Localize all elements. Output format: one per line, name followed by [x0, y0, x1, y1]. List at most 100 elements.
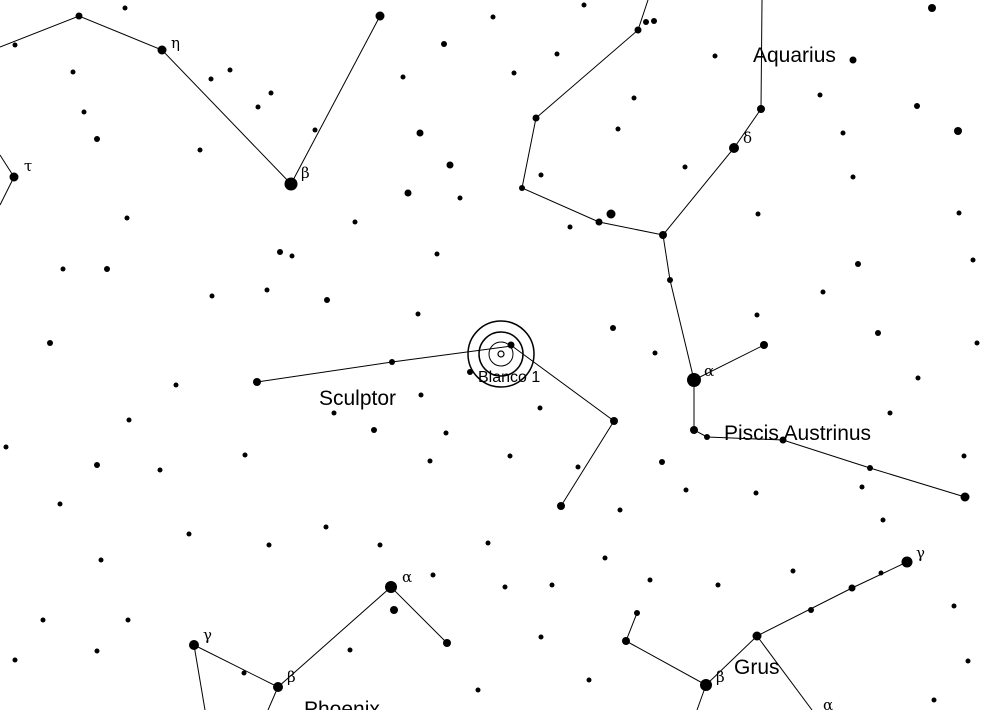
star — [752, 631, 762, 641]
target-center — [497, 350, 505, 358]
star — [634, 610, 640, 616]
star — [817, 92, 823, 98]
star — [416, 129, 424, 137]
star — [507, 453, 513, 459]
star — [954, 127, 962, 135]
star — [631, 95, 637, 101]
star — [125, 617, 131, 623]
blanco-1-marker[interactable] — [467, 320, 535, 388]
star — [549, 582, 555, 588]
star — [40, 617, 46, 623]
star — [602, 555, 608, 561]
star — [779, 436, 787, 444]
star — [682, 164, 688, 170]
star — [667, 277, 673, 283]
star — [242, 452, 248, 458]
star-label-delta: δ — [743, 129, 752, 147]
star — [965, 658, 971, 664]
star — [850, 174, 856, 180]
star — [575, 464, 581, 470]
star-label-beta: β — [301, 164, 310, 182]
star — [75, 12, 83, 20]
star — [126, 417, 132, 423]
star — [186, 531, 192, 537]
star — [104, 266, 110, 272]
star — [878, 570, 884, 576]
star — [974, 340, 980, 346]
star — [208, 76, 214, 82]
star — [57, 501, 63, 507]
star — [606, 209, 616, 219]
star — [331, 410, 337, 416]
star — [375, 11, 385, 21]
star — [610, 325, 616, 331]
stars — [3, 2, 980, 703]
phoenix-line-2 — [193, 644, 206, 710]
star — [371, 427, 377, 433]
sculptor-line — [256, 345, 615, 507]
star — [385, 581, 397, 593]
star — [253, 378, 261, 386]
piscis-austrinus-line-2 — [693, 380, 966, 498]
star — [427, 458, 433, 464]
star — [400, 74, 406, 80]
star — [586, 677, 592, 683]
star — [715, 582, 721, 588]
star — [122, 5, 128, 11]
star — [418, 392, 424, 398]
star — [475, 687, 481, 693]
star — [324, 297, 330, 303]
star — [808, 607, 814, 613]
star — [622, 637, 630, 645]
star-label-gamma: γ — [916, 544, 925, 562]
star — [3, 444, 9, 450]
star — [729, 143, 739, 153]
star — [651, 18, 657, 24]
star — [760, 341, 768, 349]
star — [173, 382, 179, 388]
constellation-label-sculptor: Sculptor — [319, 387, 396, 410]
star — [754, 312, 760, 318]
star — [538, 634, 544, 640]
star — [47, 340, 53, 346]
star — [634, 26, 642, 34]
star — [266, 542, 272, 548]
phoenix-line — [193, 586, 448, 688]
star — [683, 487, 689, 493]
constellation-label-phoenix: Phoenix — [304, 698, 380, 710]
star-label-gamma: γ — [203, 626, 212, 644]
star — [277, 249, 283, 255]
star — [189, 640, 199, 650]
star — [289, 253, 295, 259]
star — [848, 584, 856, 592]
star — [581, 2, 587, 8]
star — [554, 51, 560, 57]
star — [273, 682, 283, 692]
star — [94, 648, 100, 654]
star — [81, 109, 87, 115]
star — [915, 375, 921, 381]
star — [914, 103, 920, 109]
star — [227, 67, 233, 73]
star — [643, 19, 649, 25]
star — [98, 557, 104, 563]
star — [970, 257, 976, 263]
star — [415, 311, 421, 317]
star — [659, 459, 665, 465]
star-label-tau: τ — [24, 157, 32, 175]
star — [951, 603, 957, 609]
star — [352, 219, 358, 225]
star — [887, 410, 893, 416]
target-ring-inner — [488, 341, 514, 367]
constellation-label-aquarius: Aquarius — [753, 44, 836, 67]
target-ring-middle — [478, 331, 524, 377]
star — [347, 647, 353, 653]
star — [9, 172, 19, 182]
star-label-beta: β — [287, 668, 296, 686]
star — [931, 697, 937, 703]
star — [441, 41, 447, 47]
star — [610, 417, 618, 425]
star — [659, 231, 667, 239]
grus-line-2 — [756, 635, 813, 710]
constellation-label-grus: Grus — [734, 656, 780, 679]
